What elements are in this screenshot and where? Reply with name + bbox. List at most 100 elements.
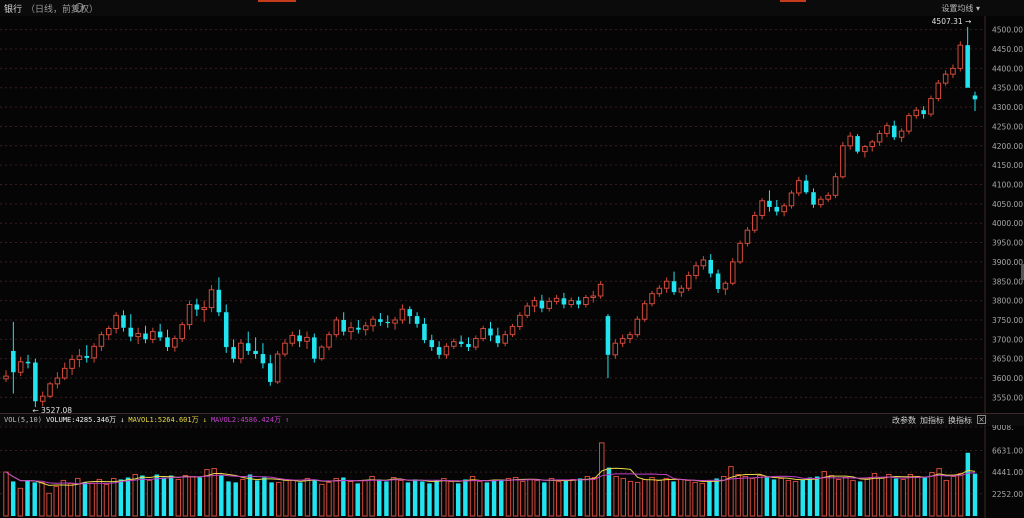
candlestick-chart[interactable]: 4500.00 4450.00 4400.00 4350.00 4300.00 4250.…: [0, 16, 1024, 413]
volume-bar: [96, 478, 103, 517]
volume-bar: [907, 474, 914, 517]
volume-bar: [749, 477, 756, 517]
candle-body: [767, 200, 772, 207]
volume-bar: [699, 482, 705, 517]
price-tick-label: 3550.00: [992, 393, 1023, 402]
close-icon[interactable]: ×: [977, 415, 986, 424]
tab-indicator: [780, 0, 806, 2]
candle-body: [466, 343, 471, 348]
high-price-label: 4507.31 →: [932, 17, 972, 26]
volume-bar: [785, 479, 792, 517]
candle-body: [267, 363, 273, 382]
volume-bar: [707, 481, 712, 516]
volume-bar: [32, 482, 37, 516]
settings-gear-icon[interactable]: [75, 3, 84, 12]
candle-body: [942, 73, 949, 84]
volume-bar: [929, 472, 935, 517]
candle-body: [685, 274, 692, 289]
volume-bar: [154, 474, 159, 516]
volume-bar: [412, 479, 418, 516]
candle-body: [957, 44, 964, 69]
candle-body: [531, 300, 538, 307]
volume-bar: [390, 476, 397, 517]
price-tick-label: 3600.00: [992, 374, 1023, 383]
volume-bar: [254, 480, 260, 516]
candle-body: [150, 331, 156, 340]
volume-bar: [168, 475, 174, 516]
mavol2-value: MAVOL2:4586.424万: [210, 416, 282, 424]
volume-bar: [620, 477, 627, 517]
volume-bar: [764, 477, 770, 516]
candle-body: [825, 194, 831, 200]
price-tick-label: 4400.00: [992, 64, 1023, 73]
price-tick-label: 3650.00: [992, 355, 1023, 364]
candle-body: [502, 334, 508, 344]
candle-body: [399, 308, 406, 321]
candle-body: [847, 135, 853, 147]
volume-bar: [276, 481, 282, 517]
candle-body: [539, 300, 545, 309]
change-params-button[interactable]: 改参数: [892, 416, 916, 425]
chart-header: 银行 （日线，前复权） 设置均线 ▾: [0, 0, 1024, 16]
volume-bar: [692, 481, 698, 517]
chart-title: 银行 （日线，前复权）: [4, 2, 98, 15]
volume-bar: [900, 478, 906, 517]
candle-body: [143, 333, 148, 340]
candle-body: [356, 327, 361, 330]
candle-body: [781, 205, 787, 213]
candle-body: [656, 287, 663, 295]
volume-bar: [950, 475, 957, 517]
price-tick-label: 3900.00: [992, 258, 1023, 267]
candle-body: [788, 192, 795, 207]
volume-bar: [728, 466, 734, 517]
volume-bar: [326, 481, 332, 517]
candle-body: [583, 297, 589, 305]
scroll-handle[interactable]: [1021, 264, 1024, 280]
candle-body: [11, 350, 16, 373]
candle-body: [546, 300, 553, 309]
volume-bar: [398, 479, 404, 517]
candle-body: [906, 115, 912, 132]
volume-bar: [871, 473, 878, 517]
volume-bar: [362, 479, 368, 517]
candle-body: [385, 321, 391, 324]
candle-body: [840, 145, 846, 178]
candle-body: [913, 109, 920, 117]
change-indicator-button[interactable]: 换指标: [948, 416, 972, 425]
volume-bar: [570, 478, 576, 517]
volume-bar: [197, 477, 203, 516]
ma-settings-button[interactable]: 设置均线 ▾: [941, 3, 980, 14]
candle-body: [627, 334, 633, 340]
candle-body: [965, 45, 970, 88]
volume-bar: [936, 468, 942, 517]
candle-body: [693, 265, 699, 276]
candle-body: [333, 319, 340, 336]
candle-body: [84, 355, 90, 358]
volume-bar: [800, 479, 805, 516]
add-indicator-button[interactable]: 加指标: [920, 416, 944, 425]
volume-bar: [25, 480, 30, 516]
volume-bar: [53, 485, 59, 517]
volume-bar: [742, 475, 749, 517]
volume-bar: [140, 475, 145, 516]
price-tick-label: 4350.00: [992, 84, 1023, 93]
dropdown-arrow-icon: ▾: [973, 4, 980, 13]
volume-bar: [677, 478, 684, 517]
volume-bar: [434, 480, 439, 516]
candle-body: [407, 309, 413, 317]
volume-bar: [60, 479, 67, 517]
volume-bar: [118, 479, 124, 516]
volume-bar: [542, 482, 547, 516]
candle-body: [597, 283, 604, 297]
candle-body: [509, 326, 516, 336]
volume-bar: [233, 482, 238, 516]
candle-body: [759, 200, 765, 216]
price-tick-label: 3850.00: [992, 277, 1023, 286]
candle-body: [172, 338, 178, 348]
price-tick-label: 4100.00: [992, 181, 1023, 190]
candle-body: [105, 327, 112, 336]
candle-body: [201, 307, 207, 311]
volume-bar: [477, 480, 483, 517]
price-tick-label: 4200.00: [992, 142, 1023, 151]
candle-body: [54, 377, 61, 385]
